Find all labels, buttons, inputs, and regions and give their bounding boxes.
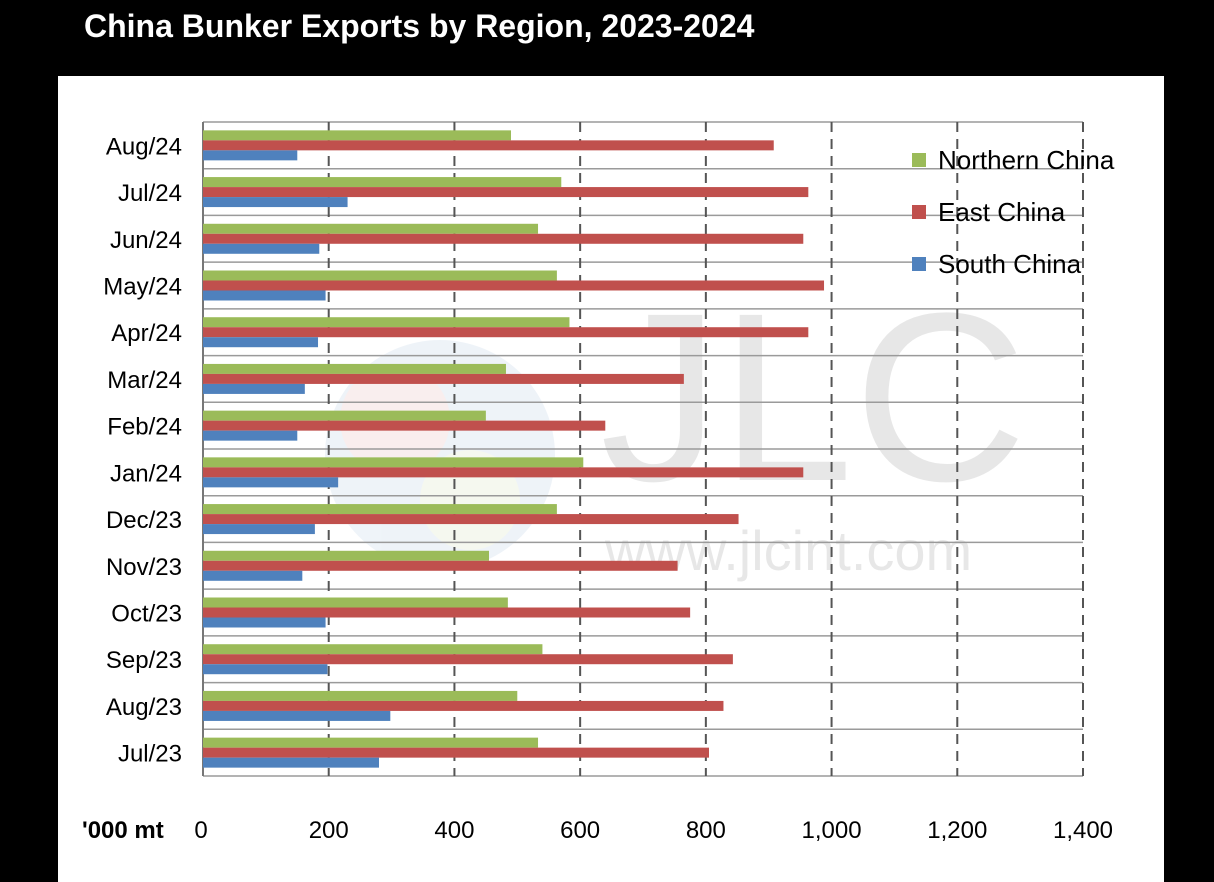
bar: [203, 140, 774, 151]
bar: [203, 383, 305, 394]
bar: [203, 737, 539, 748]
category-label: Dec/23: [106, 507, 182, 534]
legend-label: Northern China: [938, 145, 1115, 175]
category-label: Mar/24: [107, 367, 182, 394]
legend-label: East China: [938, 197, 1066, 227]
tick-label: 600: [560, 817, 600, 844]
bar: [203, 457, 584, 468]
tick-label: 1,400: [1053, 817, 1113, 844]
bar: [203, 747, 709, 758]
bar: [203, 270, 557, 281]
bar: [203, 560, 678, 571]
legend-label: South China: [938, 249, 1082, 279]
bar: [203, 223, 539, 234]
bar: [203, 524, 315, 535]
bar: [203, 177, 562, 188]
bar: [203, 597, 508, 608]
category-label: Jun/24: [110, 227, 182, 254]
legend-swatch: [912, 257, 926, 271]
bar: [203, 690, 518, 701]
tick-label: 400: [434, 817, 474, 844]
category-label: Aug/24: [106, 133, 182, 160]
unit-label: '000 mt: [82, 817, 164, 844]
tick-label: 1,200: [927, 817, 987, 844]
legend-swatch: [912, 153, 926, 167]
category-labels: Aug/24 Jul/24 Jun/24 May/24 Apr/24 Mar/24 Feb/…: [103, 133, 182, 767]
bar: [203, 644, 543, 655]
tick-label: 0: [194, 817, 207, 844]
bar: [203, 467, 804, 478]
bar: [203, 327, 809, 338]
category-label: Jul/23: [118, 741, 182, 768]
tick-label: 1,000: [802, 817, 862, 844]
bar: [203, 150, 298, 161]
bar: [203, 337, 319, 348]
bar: [203, 187, 809, 198]
category-label: Jul/24: [118, 180, 182, 207]
tick-label: 800: [686, 817, 726, 844]
bar: [203, 363, 506, 374]
bar: [203, 504, 557, 515]
legend-swatch: [912, 205, 926, 219]
bar: [203, 607, 691, 618]
bar: [203, 243, 320, 254]
grid: [202, 121, 1084, 777]
tick-label: 200: [309, 817, 349, 844]
chart-title: China Bunker Exports by Region, 2023-202…: [84, 8, 755, 44]
bar: [203, 130, 511, 141]
category-label: Aug/23: [106, 694, 182, 721]
category-label: Sep/23: [106, 647, 182, 674]
category-label: Oct/23: [111, 601, 182, 628]
bar: [203, 617, 326, 628]
bar: [203, 420, 606, 431]
category-label: Apr/24: [111, 320, 182, 347]
watermark-logo: JLC: [600, 263, 1027, 531]
bar: [203, 757, 379, 768]
tick-labels: 0 200 400 600 800 1,000 1,200 1,400: [194, 817, 1113, 844]
bar: [203, 570, 303, 581]
category-label: Nov/23: [106, 554, 182, 581]
bar: [203, 664, 328, 675]
bar: [203, 654, 733, 665]
legend: Northern China East China South China: [912, 145, 1115, 279]
bar: [203, 197, 348, 208]
bar: [203, 710, 391, 721]
watermark-url: www.jlcint.com: [604, 519, 972, 582]
bar: [203, 290, 326, 301]
bar: [203, 514, 739, 525]
bar: [203, 233, 804, 244]
bar: [203, 550, 489, 561]
bar: [203, 430, 298, 441]
bars: [203, 130, 825, 768]
bar: [203, 280, 825, 291]
category-label: May/24: [103, 274, 182, 301]
bar: [203, 317, 570, 328]
bar: [203, 373, 684, 384]
category-label: Jan/24: [110, 460, 182, 487]
category-label: Feb/24: [107, 414, 182, 441]
bar: [203, 477, 339, 488]
bar: [203, 410, 486, 421]
bar: [203, 700, 724, 711]
